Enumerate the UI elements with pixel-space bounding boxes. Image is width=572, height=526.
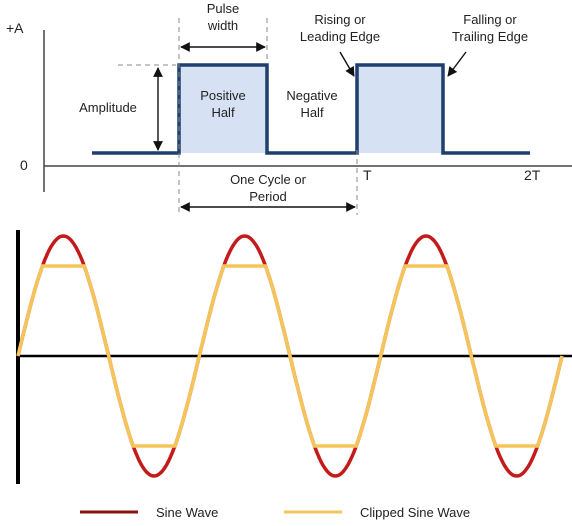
falling-edge-label-2: Trailing Edge bbox=[452, 29, 528, 44]
pulse-width-label-2: width bbox=[207, 18, 238, 33]
positive-half-label-1: Positive bbox=[200, 88, 246, 103]
second-pulse-fill bbox=[357, 65, 443, 153]
wave-legend: Sine Wave Clipped Sine Wave bbox=[80, 505, 470, 520]
positive-half-label-2: Half bbox=[211, 105, 235, 120]
t-label: T bbox=[363, 167, 372, 183]
pulse-diagram: +A 0 T 2T Pulse width Amplitude Positive… bbox=[6, 1, 572, 215]
negative-half-label-2: Half bbox=[300, 105, 324, 120]
cycle-label-2: Period bbox=[249, 189, 287, 204]
y-top-label: +A bbox=[6, 20, 24, 36]
amplitude-label: Amplitude bbox=[79, 100, 137, 115]
legend-sine-label: Sine Wave bbox=[156, 505, 218, 520]
rising-edge-arrow bbox=[339, 51, 355, 77]
rising-edge-label-2: Leading Edge bbox=[300, 29, 380, 44]
pulse-width-label-1: Pulse bbox=[207, 1, 240, 16]
y-zero-label: 0 bbox=[20, 157, 28, 173]
legend-clipped-label: Clipped Sine Wave bbox=[360, 505, 470, 520]
positive-half-fill bbox=[179, 65, 267, 153]
falling-edge-arrow bbox=[447, 51, 467, 77]
negative-half-label-1: Negative bbox=[286, 88, 337, 103]
clipped-sine-wave-line bbox=[16, 264, 564, 448]
rising-edge-label-1: Rising or bbox=[314, 12, 366, 27]
wave-diagram bbox=[16, 230, 572, 484]
falling-edge-label-1: Falling or bbox=[463, 12, 517, 27]
cycle-label-1: One Cycle or bbox=[230, 172, 307, 187]
two-t-label: 2T bbox=[524, 167, 541, 183]
